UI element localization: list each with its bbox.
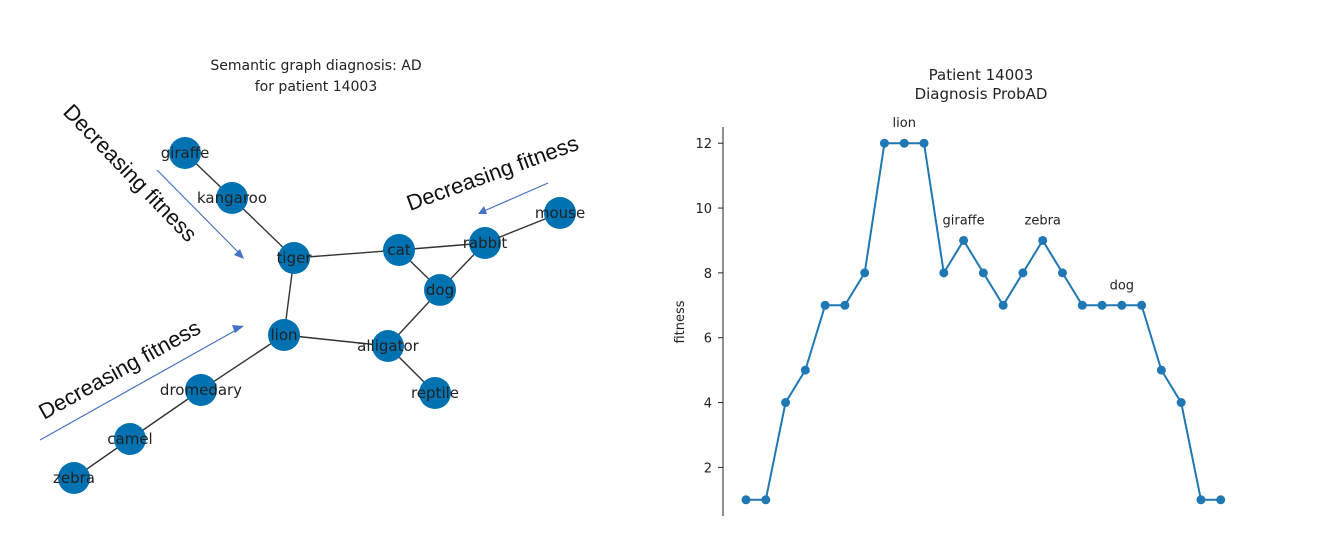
data-point <box>1196 495 1206 505</box>
fitness-series-line <box>746 142 1221 501</box>
node-zebra <box>58 462 90 494</box>
node-giraffe <box>169 137 201 169</box>
fitness-line-chart-panel: Patient 14003 Diagnosis ProbAD 2 4 6 8 10 12 f… <box>660 0 1327 553</box>
arrowhead-bottom-left <box>232 325 244 333</box>
data-point <box>1156 365 1166 375</box>
line-chart-title-line2: Diagnosis ProbAD <box>915 85 1048 103</box>
arrow-top-right <box>483 182 549 212</box>
data-point <box>1097 300 1107 310</box>
point-label-zebra: zebra <box>1025 213 1061 228</box>
data-point <box>1137 300 1147 310</box>
data-point <box>800 365 810 375</box>
node-dog <box>424 274 456 306</box>
data-point <box>781 398 791 408</box>
data-point <box>978 268 988 278</box>
data-point <box>840 300 850 310</box>
annotation-decreasing-fitness-bottom-left: Decreasing fitness <box>34 315 204 425</box>
node-rabbit <box>469 227 501 259</box>
point-label-dog: dog <box>1110 278 1134 293</box>
annotation-decreasing-fitness-top-left: Decreasing fitness <box>58 99 202 247</box>
arrowhead-top-left <box>234 249 244 259</box>
node-alligator <box>372 330 404 362</box>
node-label-lion: lion <box>270 326 297 344</box>
node-reptile <box>419 377 451 409</box>
y-tick-label: 8 <box>704 267 712 282</box>
node-mouse <box>544 197 576 229</box>
node-label-giraffe: giraffe <box>161 144 210 162</box>
node-label-tiger: tiger <box>277 249 313 267</box>
line-chart-title-line1: Patient 14003 <box>929 66 1034 84</box>
edge-lion-dromedary <box>200 334 285 391</box>
data-point <box>899 138 909 148</box>
node-lion <box>268 319 300 351</box>
data-point <box>1018 268 1028 278</box>
node-label-camel: camel <box>107 430 152 448</box>
y-tick-label: 6 <box>704 332 712 347</box>
data-point <box>860 268 870 278</box>
graph-title-line1: Semantic graph diagnosis: AD <box>210 58 421 74</box>
data-point <box>1038 235 1048 245</box>
edge-tiger-cat <box>293 249 400 259</box>
y-tick-label: 4 <box>704 397 712 412</box>
fitness-line-chart: Patient 14003 Diagnosis ProbAD 2 4 6 8 10 12 f… <box>673 66 1226 516</box>
node-label-rabbit: rabbit <box>463 234 508 252</box>
node-tiger <box>278 242 310 274</box>
data-point <box>1117 300 1127 310</box>
point-label-lion: lion <box>893 116 916 131</box>
semantic-graph-panel: Semantic graph diagnosis: AD for patient… <box>0 0 660 553</box>
data-point <box>879 138 889 148</box>
data-point <box>1057 268 1067 278</box>
node-dromedary <box>185 374 217 406</box>
y-tick-label: 2 <box>704 461 712 476</box>
node-label-reptile: reptile <box>411 384 459 402</box>
node-camel <box>114 423 146 455</box>
node-cat <box>383 234 415 266</box>
data-point <box>820 300 830 310</box>
node-label-cat: cat <box>387 241 410 259</box>
data-point <box>998 300 1008 310</box>
data-point <box>761 495 771 505</box>
data-point <box>959 235 969 245</box>
fitness-arrows <box>39 169 549 441</box>
y-axis-label: fitness <box>673 300 688 343</box>
node-label-alligator: alligator <box>357 337 419 355</box>
y-tick-label: 10 <box>695 202 712 217</box>
data-point <box>1216 495 1226 505</box>
node-label-mouse: mouse <box>535 204 585 222</box>
node-label-dog: dog <box>426 281 454 299</box>
node-label-dromedary: dromedary <box>160 381 242 399</box>
graph-title-line2: for patient 14003 <box>255 79 378 95</box>
semantic-graph: Semantic graph diagnosis: AD for patient… <box>34 58 585 494</box>
node-label-zebra: zebra <box>53 469 95 487</box>
arrow-bottom-left <box>39 328 239 441</box>
node-label-kangaroo: kangaroo <box>197 189 267 207</box>
arrowhead-top-right <box>478 206 487 214</box>
y-tick-label: 12 <box>695 137 712 152</box>
data-point <box>1077 300 1087 310</box>
edge-lion-alligator <box>283 334 389 347</box>
data-point <box>939 268 949 278</box>
arrow-top-left <box>156 169 241 255</box>
data-point <box>1176 398 1186 408</box>
data-point <box>741 495 751 505</box>
node-kangaroo <box>216 182 248 214</box>
data-point <box>919 138 929 148</box>
point-label-giraffe: giraffe <box>943 213 985 228</box>
